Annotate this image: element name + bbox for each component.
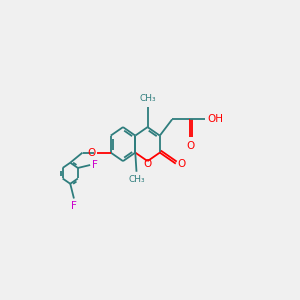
Text: O: O bbox=[143, 159, 152, 169]
Text: O: O bbox=[178, 159, 186, 169]
Text: F: F bbox=[71, 201, 77, 212]
Text: OH: OH bbox=[207, 114, 223, 124]
Text: CH₃: CH₃ bbox=[128, 175, 145, 184]
Text: O: O bbox=[186, 141, 195, 151]
Text: CH₃: CH₃ bbox=[139, 94, 156, 103]
Text: O: O bbox=[88, 148, 96, 158]
Text: F: F bbox=[92, 160, 98, 170]
